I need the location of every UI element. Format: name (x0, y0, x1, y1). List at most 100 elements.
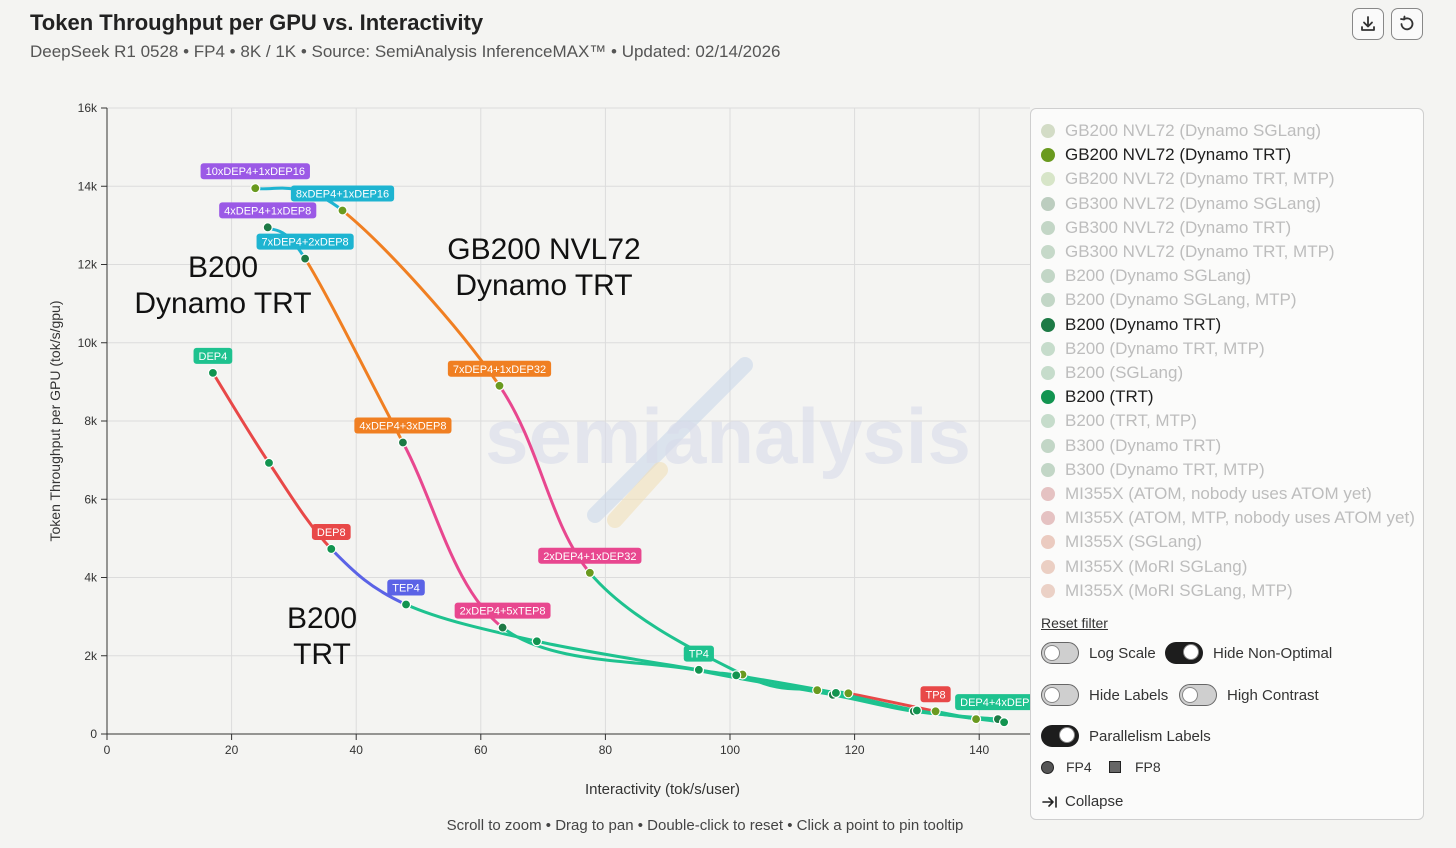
parallelism-label-bg (290, 185, 395, 202)
data-point[interactable] (494, 380, 505, 391)
data-point[interactable] (250, 183, 261, 194)
legend-item[interactable]: B200 (Dynamo SGLang, MTP) (1041, 289, 1296, 311)
legend-item-label: GB300 NVL72 (Dynamo TRT, MTP) (1065, 242, 1335, 261)
hide-labels-toggle-row[interactable]: Hide Labels (1041, 684, 1168, 706)
parallelism-labels: 10xDEP4+1xDEP16 8xDEP4+1xDEP16 7xDEP4+1xDE… (193, 163, 1030, 711)
parallelism-label-bg (454, 602, 551, 619)
data-point[interactable] (262, 222, 273, 233)
legend-dot-icon (1041, 124, 1055, 138)
data-point[interactable] (930, 706, 941, 717)
data-point[interactable] (400, 599, 412, 610)
parallelism-label: TEP4 (392, 582, 420, 594)
legend-item-label: MI355X (MoRI SGLang) (1065, 556, 1248, 576)
log-scale-toggle[interactable] (1041, 642, 1079, 664)
legend-dot-icon (1041, 511, 1055, 526)
legend-item[interactable]: MI355X (ATOM, nobody uses ATOM yet) (1041, 483, 1372, 505)
legend-item[interactable]: MI355X (MoRI SGLang, MTP) (1041, 580, 1293, 602)
annotation-b200-dynamo-line1: B200 (187, 251, 259, 284)
legend-dot-icon (1041, 172, 1055, 187)
legend-dot-icon (1041, 317, 1055, 332)
data-point[interactable] (207, 367, 219, 378)
y-tick-label: 4k (84, 571, 98, 585)
parallelism-labels-toggle[interactable] (1041, 725, 1079, 747)
data-point[interactable] (397, 437, 409, 448)
data-point[interactable] (812, 685, 823, 696)
legend-item[interactable]: GB300 NVL72 (Dynamo TRT) (1041, 217, 1291, 239)
legend-item[interactable]: GB200 NVL72 (Dynamo TRT, MTP) (1041, 168, 1335, 190)
legend-item[interactable]: B300 (Dynamo TRT) (1041, 435, 1221, 457)
footer-hint: Scroll to zoom • Drag to pan • Double-cl… (446, 817, 964, 834)
parallelism-labels-toggle-row[interactable]: Parallelism Labels (1041, 725, 1211, 747)
data-point[interactable] (584, 567, 595, 578)
data-point[interactable] (300, 253, 311, 264)
legend-item-label: B200 (Dynamo SGLang, MTP) (1065, 290, 1297, 310)
legend-item-label: B200 (Dynamo SGLang) (1065, 266, 1252, 286)
data-point[interactable] (497, 622, 508, 633)
legend-item[interactable]: B200 (Dynamo TRT) (1041, 314, 1221, 336)
log-scale-toggle-row[interactable]: Log Scale (1041, 642, 1156, 664)
legend-item[interactable]: B200 (TRT, MTP) (1041, 410, 1197, 432)
legend-item[interactable]: MI355X (SGLang) (1041, 531, 1202, 553)
data-point[interactable] (830, 687, 842, 699)
parallelism-label: 2xDEP4+1xDEP32 (543, 551, 636, 563)
y-tick-label: 14k (78, 179, 98, 193)
data-points[interactable] (207, 183, 1010, 728)
data-point[interactable] (911, 705, 923, 716)
hide-non-optimal-toggle[interactable] (1165, 642, 1203, 664)
annotation-b200-trt-line2: TRT (293, 638, 351, 671)
legend-dot-icon (1041, 414, 1055, 429)
legend-item[interactable]: B300 (Dynamo TRT, MTP) (1041, 459, 1265, 481)
legend-item[interactable]: GB300 NVL72 (Dynamo TRT, MTP) (1041, 241, 1335, 263)
download-button[interactable] (1352, 8, 1384, 40)
data-point[interactable] (337, 205, 348, 216)
series-line-segment (211, 371, 271, 465)
hide-labels-toggle[interactable] (1041, 684, 1079, 706)
data-point[interactable] (731, 670, 742, 681)
data-point[interactable] (693, 664, 704, 675)
data-point[interactable] (263, 457, 275, 468)
data-point[interactable] (531, 636, 542, 647)
data-point[interactable] (326, 543, 337, 555)
axes: 0 20 40 60 80 100 120 140 0 2k 4k 6k 8k 10k 12k 14k 16k T… (47, 101, 1030, 757)
annotation-b200-dynamo: B200 Dynamo TRT (132, 250, 314, 322)
legend-dot-icon (1041, 438, 1055, 453)
legend-item[interactable]: MI355X (ATOM, MTP, nobody uses ATOM yet) (1041, 507, 1415, 529)
series-line-segment (831, 693, 916, 713)
refresh-icon (1400, 15, 1414, 31)
legend-item[interactable]: B200 (SGLang) (1041, 362, 1183, 384)
watermark: semianalysis (485, 357, 971, 528)
data-point[interactable] (970, 714, 982, 725)
legend-item[interactable]: GB200 NVL72 (Dynamo TRT) (1041, 144, 1291, 166)
legend-dot-icon (1041, 269, 1055, 284)
parallelism-label: TP8 (925, 689, 945, 701)
collapse-icon (1042, 795, 1057, 808)
hide-non-optimal-toggle-row[interactable]: Hide Non-Optimal (1165, 642, 1332, 664)
precision-fp4[interactable]: FP4 (1041, 759, 1092, 775)
collapse-button[interactable]: Collapse (1041, 793, 1123, 810)
series-line-segment (303, 257, 405, 445)
data-point[interactable] (843, 688, 854, 699)
parallelism-label: 10xDEP4+1xDEP16 (206, 166, 305, 178)
legend-item-label: B300 (Dynamo TRT, MTP) (1065, 459, 1265, 479)
high-contrast-toggle-row[interactable]: High Contrast (1179, 684, 1319, 706)
square-icon (1109, 761, 1121, 773)
legend-item[interactable]: B200 (TRT) (1041, 386, 1154, 408)
data-point[interactable] (999, 717, 1010, 728)
legend-dot-icon (1041, 366, 1055, 380)
parallelism-label-bg (387, 579, 425, 596)
reset-filter-link[interactable]: Reset filter (1041, 615, 1108, 631)
legend-item[interactable]: B200 (Dynamo TRT, MTP) (1041, 338, 1265, 360)
legend-dot-icon (1041, 487, 1055, 501)
legend-item[interactable]: MI355X (MoRI SGLang) (1041, 556, 1247, 578)
y-tick-label: 12k (78, 258, 98, 272)
parallelism-label-bg (200, 163, 310, 180)
legend-item[interactable]: GB300 NVL72 (Dynamo SGLang) (1041, 193, 1321, 215)
legend-dot-icon (1041, 148, 1055, 163)
legend-item[interactable]: B200 (Dynamo SGLang) (1041, 265, 1251, 287)
precision-fp8[interactable]: FP8 (1109, 759, 1161, 775)
reset-zoom-button[interactable] (1391, 8, 1423, 40)
legend-item[interactable]: GB200 NVL72 (Dynamo SGLang) (1041, 120, 1321, 142)
high-contrast-toggle[interactable] (1179, 684, 1217, 706)
parallelism-label-bg (447, 360, 552, 377)
